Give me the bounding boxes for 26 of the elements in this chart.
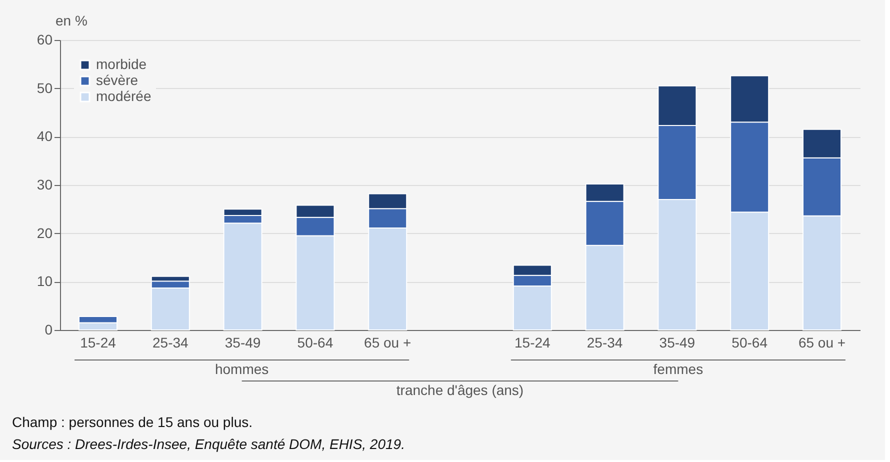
y-tick-label: 50 <box>36 80 53 96</box>
x-tick-label: 65 ou + <box>364 334 412 350</box>
legend-label: sévère <box>96 72 138 88</box>
x-tick-label: 50-64 <box>297 334 334 350</box>
y-tick-label: 40 <box>36 128 53 144</box>
text: hommes <box>214 361 269 377</box>
x-tick-label: 35-49 <box>224 334 261 350</box>
x-tick-label: 15-24 <box>514 334 551 350</box>
y-tick-label: 30 <box>36 176 53 192</box>
y-tick-label: 60 <box>36 32 53 48</box>
x-tick-label: 25-34 <box>152 334 189 350</box>
x-tick-label: 15-24 <box>80 334 116 350</box>
legend-label: morbide <box>96 56 147 72</box>
text: Champ : personnes de 15 ans ou plus. <box>12 414 252 430</box>
x-tick-label: 50-64 <box>732 334 768 350</box>
text: femmes <box>653 361 704 377</box>
x-tick-label: 25-34 <box>586 334 623 350</box>
x-axis-title: tranche d'âges (ans) <box>396 382 524 398</box>
y-axis-title: en % <box>56 12 88 28</box>
y-tick-label: 10 <box>36 273 53 290</box>
y-tick-label: 20 <box>36 224 53 241</box>
x-tick-label: 35-49 <box>659 334 696 350</box>
legend-label: modérée <box>96 88 152 104</box>
x-tick-label: 65 ou + <box>798 334 846 350</box>
y-tick-label: 0 <box>44 322 53 338</box>
source-note: Sources : Drees-Irdes-Insee, Enquête santé DOM, EHIS, 2019. <box>12 436 405 452</box>
